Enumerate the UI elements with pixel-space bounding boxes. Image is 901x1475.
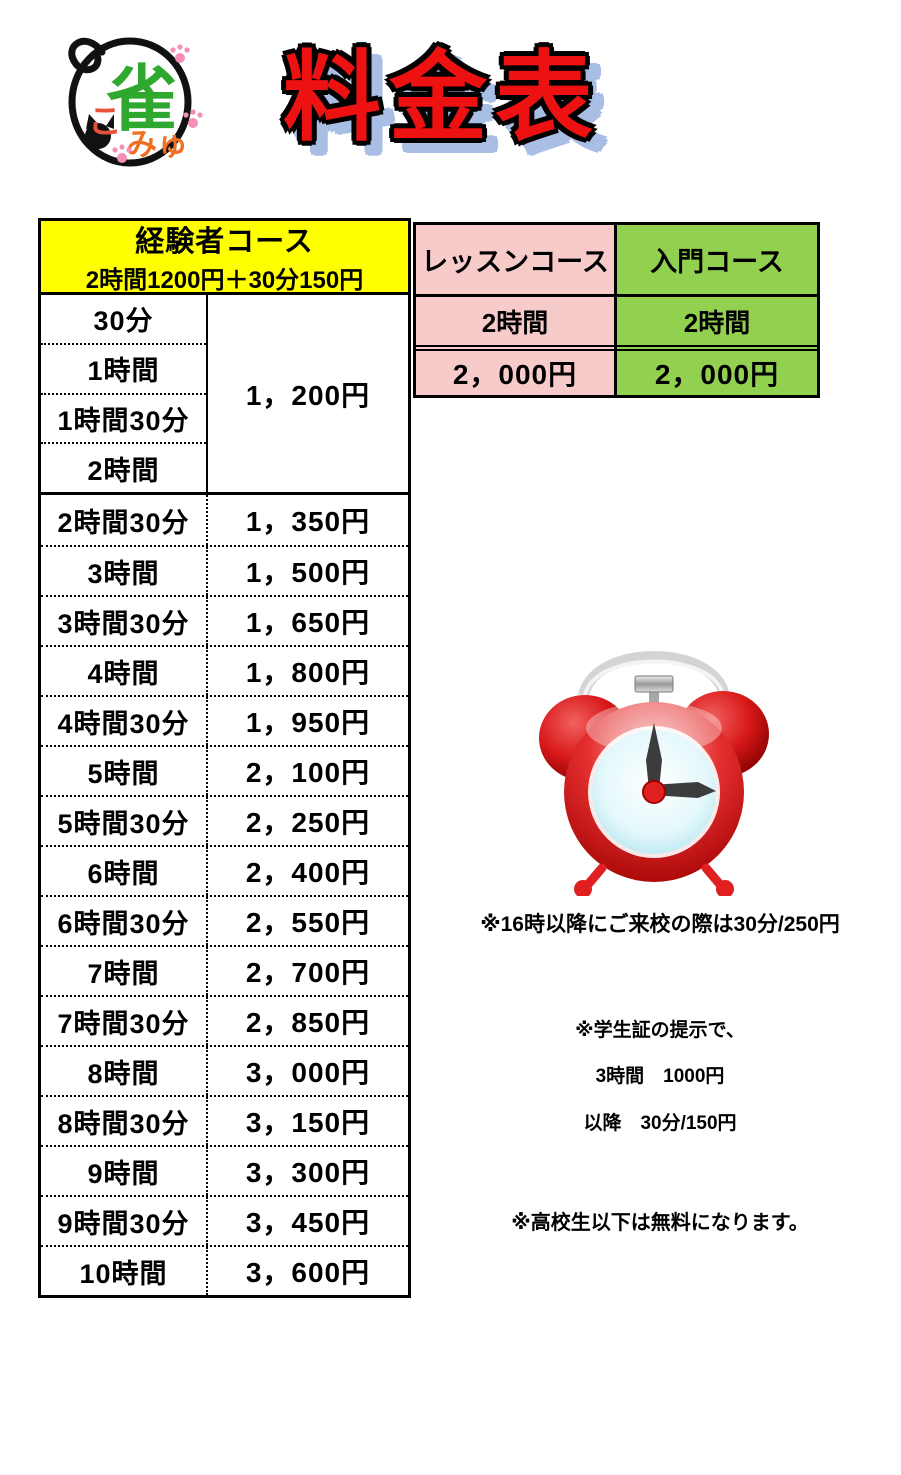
table-row: 5時間30分 2，250円 [41,795,408,845]
price-cell: 1，950円 [245,707,371,738]
table-row: 5時間 2，100円 [41,745,408,795]
experienced-course-header: 経験者コース 2時間1200円＋30分150円 [41,221,408,295]
lesson-course-price: 2，000円 [416,345,614,395]
price-cell: 1，350円 [245,506,371,537]
price-cell: 1，500円 [245,557,371,588]
time-cell: 9時間 [41,1147,208,1195]
time-cell: 2時間30分 [41,495,208,545]
logo-kanji: 雀 [106,60,178,140]
logo-kana-ko: こ [88,103,122,141]
time-cell: 5時間30分 [41,797,208,845]
cat-silhouette-icon [85,114,114,149]
time-cell: 8時間30分 [41,1097,208,1145]
table-row: 4時間30分 1，950円 [41,695,408,745]
price-cell: 2，400円 [245,857,371,888]
time-cell: 3時間30分 [41,597,208,645]
note-student-extra: 以降 30分/150円 [583,1113,737,1134]
time-cell: 4時間 [41,647,208,695]
experienced-course-subtitle: 2時間1200円＋30分150円 [85,267,364,294]
base-price-cell: 1，200円 [245,379,371,411]
table-row: 6時間30分 2，550円 [41,895,408,945]
page-title-text: 料金表 [283,42,602,152]
table-row: 3時間 1，500円 [41,545,408,595]
lesson-course-duration: 2時間 [481,307,549,338]
price-cell: 2，850円 [245,1007,371,1038]
time-cell: 4時間30分 [41,697,208,745]
table-row: 4時間 1，800円 [41,645,408,695]
table-row: 8時間 3，000円 [41,1045,408,1095]
price-cell: 2，700円 [245,957,371,988]
note-evening-rate: ※16時以降にご来校の際は30分/250円 [480,913,840,936]
price-cell: 3，000円 [245,1057,371,1088]
price-cell: 1，800円 [245,657,371,688]
price-cell: 2，250円 [245,807,371,838]
time-cell: 1時間30分 [41,395,206,445]
time-cell: 2時間 [87,455,160,486]
table-row: 2時間30分 1，350円 [41,495,408,545]
price-cell: 2，100円 [245,757,371,788]
table-row: 6時間 2，400円 [41,845,408,895]
clock-hour-hand [651,782,716,798]
clock-center-pin [642,780,666,804]
page-title-shadow: 料金表 [295,53,614,163]
time-cell: 7時間30分 [41,997,208,1045]
course-price-table: レッスンコース 2時間 2，000円 入門コース 2時間 2，000円 [413,222,820,398]
time-cell: 6時間30分 [41,897,208,945]
cat-tail-icon [68,37,106,74]
time-cell: 7時間 [41,947,208,995]
price-rows: 2時間30分 1，350円 3時間 1，500円 3時間30分 1，650円 4時間 1… [41,495,408,1295]
time-cell: 8時間 [41,1047,208,1095]
price-cell: 3，600円 [245,1257,371,1288]
logo-circle [68,37,192,167]
time-cell: 10時間 [41,1247,208,1295]
experienced-course-title: 経験者コース [135,226,314,258]
price-cell: 3，300円 [245,1157,371,1188]
table-row: 7時間30分 2，850円 [41,995,408,1045]
intro-course-title: 入門コース [617,225,817,297]
intro-course-column: 入門コース 2時間 2，000円 [614,222,820,398]
price-cell: 3，150円 [245,1107,371,1138]
alarm-clock-icon [539,651,769,896]
table-row: 9時間 3，300円 [41,1145,408,1195]
paw-print-icon [112,44,203,163]
time-cell: 5時間 [41,747,208,795]
price-cell: 2，550円 [245,907,371,938]
intro-course-price: 2，000円 [617,345,817,395]
note-student-price: 3時間 1000円 [595,1066,725,1087]
logo-kana-myu: みゅ [126,127,188,162]
note-highschool-free: ※高校生以下は無料になります。 [511,1212,809,1234]
lesson-course-column: レッスンコース 2時間 2，000円 [413,222,617,398]
table-row: 9時間30分 3，450円 [41,1195,408,1245]
price-cell: 3，450円 [245,1207,371,1238]
jan-commu-logo: 雀 こ みゅ [68,37,203,167]
table-row: 7時間 2，700円 [41,945,408,995]
base-time-cells: 30分 1時間 1時間30分 2時間 [41,295,208,492]
price-cell: 1，650円 [245,607,371,638]
table-row: 8時間30分 3，150円 [41,1095,408,1145]
intro-course-duration: 2時間 [683,307,751,338]
time-cell: 1時間 [41,345,206,395]
lesson-course-title: レッスンコース [416,225,614,297]
base-price-block: 30分 1時間 1時間30分 2時間 1，200円 [41,295,408,495]
time-cell: 3時間 [41,547,208,595]
time-cell: 9時間30分 [41,1197,208,1245]
table-row: 10時間 3，600円 [41,1245,408,1295]
page-title: 料金表 料金表 [283,42,623,179]
table-row: 3時間30分 1，650円 [41,595,408,645]
note-student-header: ※学生証の提示で、 [575,1020,745,1041]
experienced-course-table: 経験者コース 2時間1200円＋30分150円 30分 1時間 1時間30分 2… [38,218,411,1298]
time-cell: 30分 [41,295,206,345]
time-cell: 6時間 [41,847,208,895]
